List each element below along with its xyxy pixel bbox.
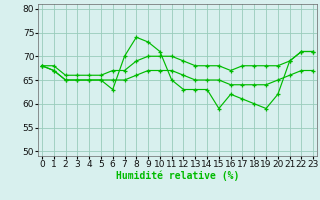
X-axis label: Humidité relative (%): Humidité relative (%) (116, 171, 239, 181)
